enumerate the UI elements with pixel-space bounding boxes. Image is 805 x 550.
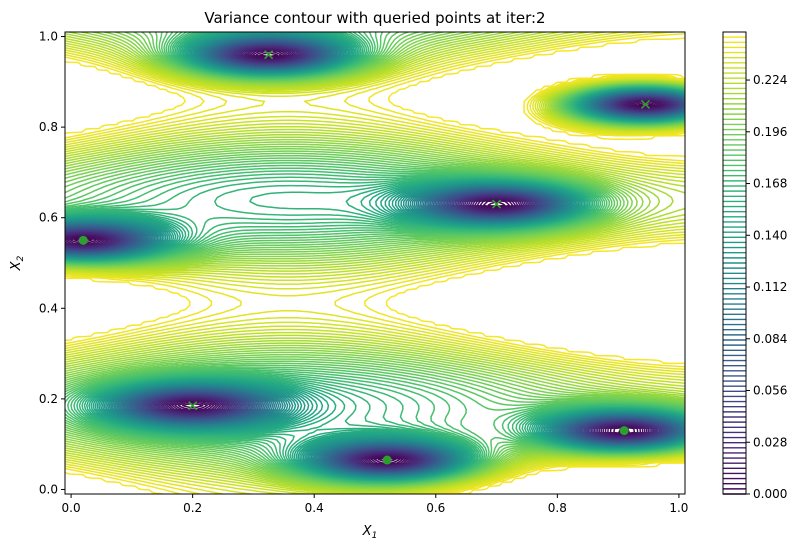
colorbar-tick-label: 0.112 [753,280,787,294]
y-tick-label: 0.0 [39,482,58,496]
colorbar-tick-label: 0.056 [753,384,787,398]
contour-lines [65,32,685,494]
colorbar-tick-label: 0.168 [753,177,787,191]
x-tick-label: 0.0 [62,501,81,515]
colorbar [723,36,746,495]
y-tick-label: 0.4 [39,301,58,315]
queried-point-dot [382,455,392,465]
y-tick-label: 0.8 [39,120,58,134]
x-axis-label: X1 [362,524,378,541]
queried-point-dot [619,426,629,436]
x-tick-label: 1.0 [669,501,688,515]
colorbar-tick-label: 0.196 [753,125,787,139]
chart-title: Variance contour with queried points at … [204,9,545,27]
x-tick-label: 0.4 [305,501,324,515]
x-tick-label: 0.8 [548,501,567,515]
colorbar-ticks: 0.000 0.028 0.056 0.084 0.112 0.140 0.168 0.196… [746,73,787,501]
colorbar-tick-label: 0.000 [753,487,787,501]
colorbar-tick-label: 0.084 [753,332,787,346]
y-axis-label: X2 [9,255,26,271]
y-axis-ticks: 0.0 0.2 0.4 0.6 0.8 1.0 [39,30,65,496]
x-tick-label: 0.6 [426,501,445,515]
colorbar-tick-label: 0.140 [753,228,787,242]
x-tick-label: 0.2 [183,501,202,515]
colorbar-tick-label: 0.028 [753,435,787,449]
x-axis-ticks: 0.0 0.2 0.4 0.6 0.8 1.0 [62,494,688,515]
queried-point-dot [78,235,88,245]
y-tick-label: 0.2 [39,392,58,406]
y-tick-label: 0.6 [39,211,58,225]
colorbar-tick-label: 0.224 [753,73,787,87]
y-tick-label: 1.0 [39,30,58,44]
